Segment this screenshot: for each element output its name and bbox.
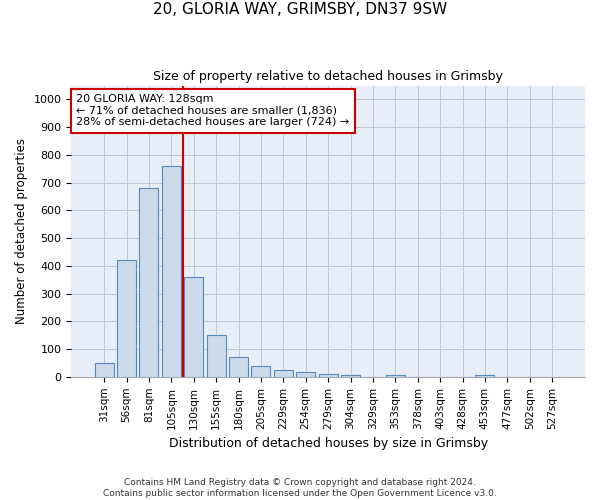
Text: 20, GLORIA WAY, GRIMSBY, DN37 9SW: 20, GLORIA WAY, GRIMSBY, DN37 9SW [153, 2, 447, 18]
Bar [95, 363, 113, 377]
Bar [341, 374, 360, 377]
Title: Size of property relative to detached houses in Grimsby: Size of property relative to detached ho… [153, 70, 503, 83]
Bar [319, 374, 338, 377]
Bar [229, 356, 248, 377]
Bar [274, 370, 293, 377]
Bar [206, 335, 226, 377]
Bar [139, 188, 158, 377]
Bar [251, 366, 271, 377]
Bar [475, 374, 494, 377]
Bar [386, 376, 405, 377]
Bar [117, 260, 136, 377]
Bar [162, 166, 181, 377]
Text: Contains HM Land Registry data © Crown copyright and database right 2024.
Contai: Contains HM Land Registry data © Crown c… [103, 478, 497, 498]
Text: 20 GLORIA WAY: 128sqm
← 71% of detached houses are smaller (1,836)
28% of semi-d: 20 GLORIA WAY: 128sqm ← 71% of detached … [76, 94, 350, 128]
Y-axis label: Number of detached properties: Number of detached properties [15, 138, 28, 324]
Bar [184, 277, 203, 377]
X-axis label: Distribution of detached houses by size in Grimsby: Distribution of detached houses by size … [169, 437, 488, 450]
Bar [296, 372, 315, 377]
